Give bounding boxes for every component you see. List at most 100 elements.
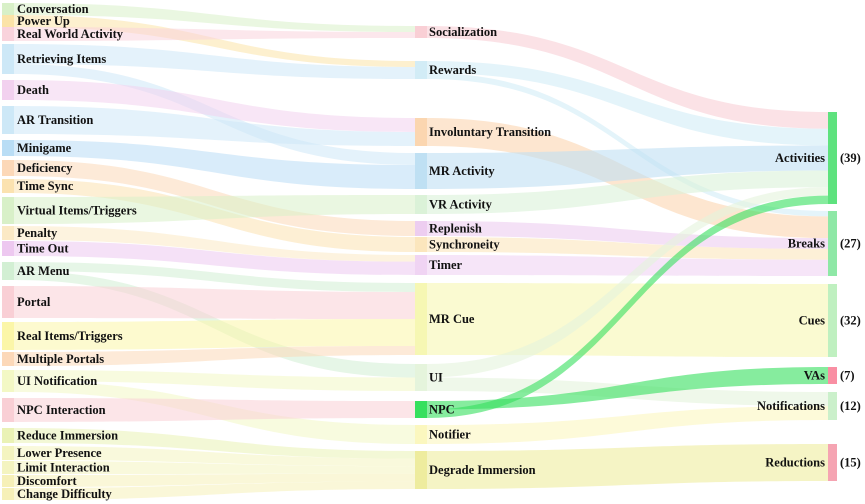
link-penalty-timer (14, 226, 415, 262)
node-label-power_up: Power Up (17, 14, 70, 28)
link-mr_activity-activities (427, 145, 828, 189)
node-label-mr_cue: MR Cue (429, 312, 475, 326)
node-label-synchroneity: Synchroneity (429, 238, 500, 252)
node-label-death: Death (17, 83, 49, 97)
link-mr_cue-cues (427, 283, 828, 357)
node-ar_menu (2, 262, 14, 280)
node-ar_transition (2, 106, 14, 134)
link-real_world_activity-socialization (14, 27, 415, 41)
link-change_difficulty-degrade_immersion (14, 481, 415, 500)
node-cues (828, 284, 837, 357)
node-portal (2, 286, 14, 318)
node-label-retrieving_items: Retrieving Items (17, 52, 106, 66)
node-label-vr_activity: VR Activity (429, 198, 493, 212)
node-synchroneity (415, 237, 427, 252)
node-label-virtual_items_triggers: Virtual Items/Triggers (17, 204, 137, 218)
node-count-breaks: (27) (840, 237, 861, 251)
node-label-ui_notification: UI Notification (17, 374, 97, 388)
node-conversation (2, 3, 14, 15)
node-npc_interaction (2, 398, 14, 422)
node-count-notifications: (12) (840, 399, 861, 413)
node-label-breaks: Breaks (788, 237, 825, 251)
node-label-change_difficulty: Change Difficulty (17, 487, 113, 501)
link-ar_menu-mr_cue (14, 262, 415, 292)
node-label-portal: Portal (17, 295, 51, 309)
link-death-involuntary_transition (14, 80, 415, 132)
node-time_sync (2, 179, 14, 193)
node-label-real_items_triggers: Real Items/Triggers (17, 329, 123, 343)
link-replenish-breaks (427, 221, 828, 249)
link-minigame-mr_activity (14, 140, 415, 189)
link-ar_transition-involuntary_transition (14, 106, 415, 146)
node-vas (828, 367, 837, 384)
link-real_items_triggers-mr_cue (14, 319, 415, 350)
link-reduce_immersion-degrade_immersion (14, 428, 415, 459)
node-label-lower_presence: Lower Presence (17, 446, 102, 460)
node-label-reductions: Reductions (765, 456, 825, 470)
node-label-deficiency: Deficiency (17, 161, 73, 175)
link-vr_activity-activities (427, 170, 828, 214)
node-ui_notification (2, 370, 14, 392)
link-ui_notification-ui (14, 370, 415, 391)
node-label-discomfort: Discomfort (17, 474, 78, 488)
node-mr_activity (415, 153, 427, 189)
node-label-time_sync: Time Sync (17, 179, 74, 193)
link-rewards-activities (427, 61, 828, 146)
node-label-socialization: Socialization (429, 25, 497, 39)
node-change_difficulty (2, 488, 14, 500)
node-label-npc: NPC (429, 403, 455, 417)
link-time_out-timer (14, 241, 415, 275)
link-npc_interaction-npc (14, 398, 415, 422)
link-multiple_portals-mr_cue (14, 346, 415, 366)
node-label-cues: Cues (799, 314, 826, 328)
node-lower_presence (2, 446, 14, 460)
sankey-nodes (2, 3, 837, 500)
node-count-reductions: (15) (840, 456, 861, 470)
link-timer-breaks (427, 255, 828, 276)
node-label-npc_interaction: NPC Interaction (17, 403, 106, 417)
node-breaks (828, 211, 837, 276)
sankey-links (14, 3, 828, 500)
node-real_items_triggers (2, 322, 14, 350)
node-label-involuntary_transition: Involuntary Transition (429, 125, 551, 139)
node-timer (415, 255, 427, 275)
node-label-ui: UI (429, 371, 443, 385)
node-label-ar_menu: AR Menu (17, 264, 69, 278)
node-reductions (828, 444, 837, 481)
node-time_out (2, 241, 14, 256)
node-count-activities: (39) (840, 151, 861, 165)
node-virtual_items_triggers (2, 197, 14, 224)
node-deficiency (2, 160, 14, 176)
node-multiple_portals (2, 352, 14, 366)
node-rewards (415, 61, 427, 79)
node-limit_interaction (2, 461, 14, 474)
link-ui-activities (427, 187, 828, 378)
node-label-replenish: Replenish (429, 222, 482, 236)
node-discomfort (2, 475, 14, 487)
node-label-rewards: Rewards (429, 63, 476, 77)
node-penalty (2, 226, 14, 240)
node-label-timer: Timer (429, 258, 463, 272)
node-count-cues: (32) (840, 314, 861, 328)
node-minigame (2, 140, 14, 156)
link-npc-vas (427, 367, 828, 410)
link-lower_presence-degrade_immersion (14, 446, 415, 467)
link-rewards-breaks (427, 73, 828, 217)
node-label-real_world_activity: Real World Activity (17, 27, 124, 41)
node-involuntary_transition (415, 118, 427, 146)
node-death (2, 80, 14, 100)
link-npc-activities (427, 195, 828, 418)
node-label-multiple_portals: Multiple Portals (17, 352, 104, 366)
node-npc (415, 401, 427, 418)
node-label-conversation: Conversation (17, 2, 89, 16)
node-socialization (415, 26, 427, 38)
link-discomfort-degrade_immersion (14, 473, 415, 487)
node-label-degrade_immersion: Degrade Immersion (429, 463, 536, 477)
link-synchroneity-breaks (427, 237, 828, 260)
link-virtual_items_triggers-vr_activity (14, 195, 415, 224)
node-vr_activity (415, 195, 427, 214)
node-activities (828, 112, 837, 204)
node-label-activities: Activities (775, 151, 825, 165)
